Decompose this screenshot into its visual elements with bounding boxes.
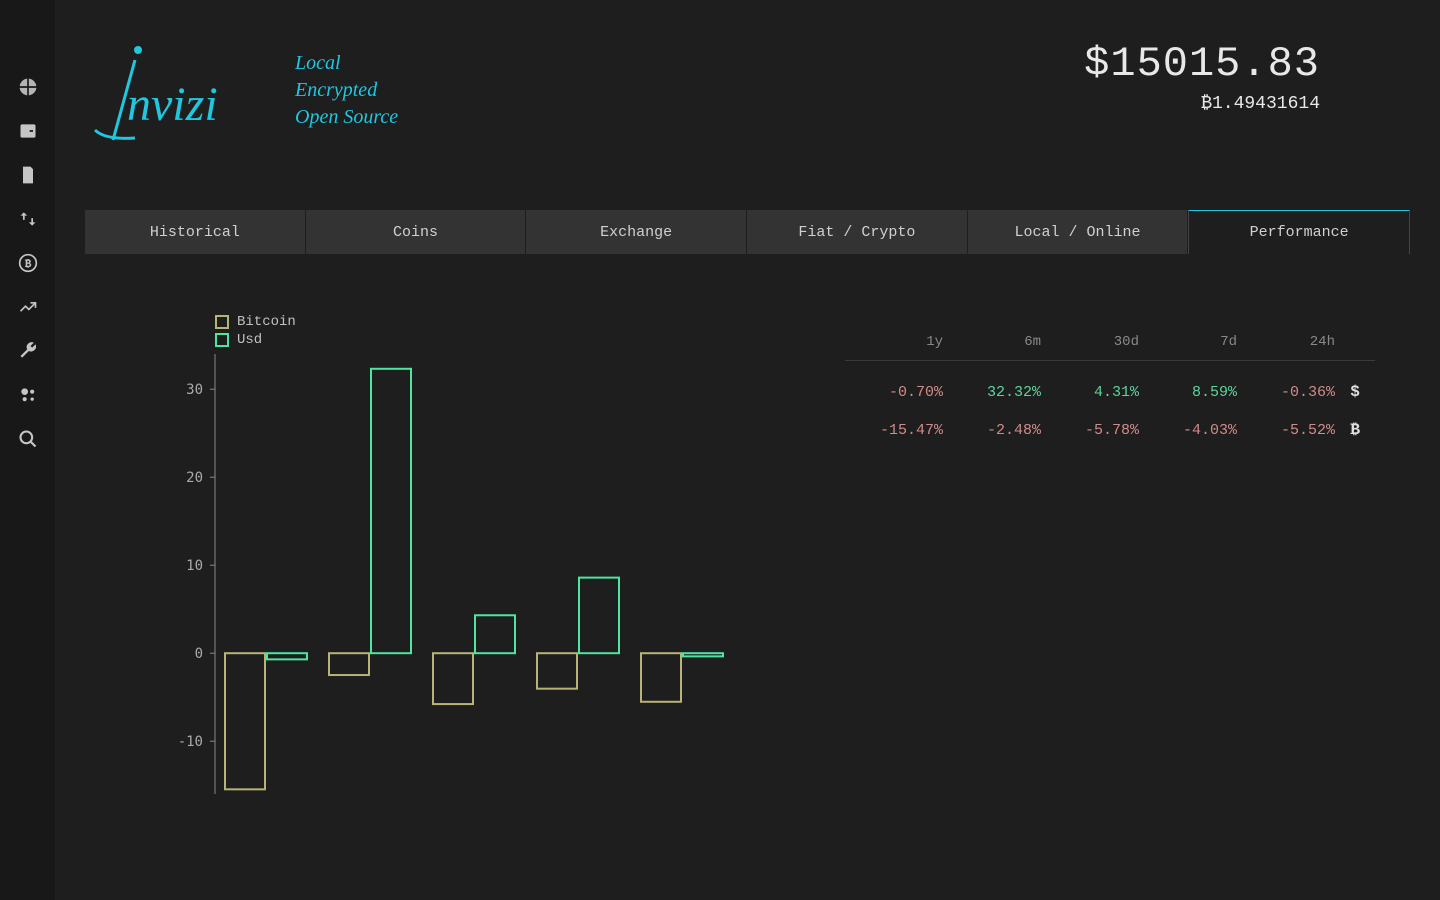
settings-icon[interactable] [16, 383, 40, 407]
logo: nvizi [85, 40, 265, 160]
pie-chart-icon[interactable] [16, 75, 40, 99]
svg-text:30: 30 [186, 382, 203, 398]
wrench-icon[interactable] [16, 339, 40, 363]
balance-usd: $15015.83 [1084, 40, 1320, 88]
sidebar: ₿ [0, 0, 55, 900]
perf-cell: -0.36% [1237, 384, 1335, 401]
svg-text:0: 0 [195, 646, 203, 662]
table-row: -15.47%-2.48%-5.78%-4.03%-5.52%₿ [845, 411, 1375, 449]
exchange-icon[interactable] [16, 207, 40, 231]
col-header-currency [1335, 334, 1375, 350]
tab-coins[interactable]: Coins [306, 210, 527, 254]
performance-chart: Bitcoin Usd 3020100-10 [145, 314, 765, 814]
tab-exchange[interactable]: Exchange [526, 210, 747, 254]
svg-text:20: 20 [186, 470, 203, 486]
currency-symbol: ₿ [1335, 421, 1375, 439]
brand: nvizi Local Encrypted Open Source [85, 40, 398, 160]
main-content: nvizi Local Encrypted Open Source $15015… [55, 0, 1440, 900]
currency-symbol: $ [1335, 383, 1375, 401]
header: nvizi Local Encrypted Open Source $15015… [85, 40, 1410, 160]
performance-table: 1y 6m 30d 7d 24h -0.70%32.32%4.31%8.59%-… [845, 334, 1375, 814]
svg-text:₿: ₿ [24, 259, 31, 271]
wallet-icon[interactable] [16, 119, 40, 143]
col-header: 24h [1237, 334, 1335, 350]
table-header: 1y 6m 30d 7d 24h [845, 334, 1375, 361]
search-icon[interactable] [16, 427, 40, 451]
col-header: 1y [845, 334, 943, 350]
tabs: Historical Coins Exchange Fiat / Crypto … [85, 210, 1410, 254]
content: Bitcoin Usd 3020100-10 1y 6m 30d 7d 24h … [85, 314, 1410, 814]
taglines: Local Encrypted Open Source [295, 40, 398, 129]
tab-performance[interactable]: Performance [1188, 210, 1410, 254]
tagline: Encrypted [295, 79, 398, 102]
perf-cell: -15.47% [845, 422, 943, 439]
tagline: Open Source [295, 106, 398, 129]
perf-cell: -5.52% [1237, 422, 1335, 439]
tab-local-online[interactable]: Local / Online [968, 210, 1189, 254]
tagline: Local [295, 52, 398, 75]
col-header: 7d [1139, 334, 1237, 350]
perf-cell: 32.32% [943, 384, 1041, 401]
perf-cell: -0.70% [845, 384, 943, 401]
svg-text:10: 10 [186, 558, 203, 574]
perf-cell: 8.59% [1139, 384, 1237, 401]
bitcoin-icon[interactable]: ₿ [16, 251, 40, 275]
trend-icon[interactable] [16, 295, 40, 319]
balance-btc: ₿1.49431614 [1084, 94, 1320, 114]
balance: $15015.83 ₿1.49431614 [1084, 40, 1410, 114]
table-row: -0.70%32.32%4.31%8.59%-0.36%$ [845, 373, 1375, 411]
invoice-icon[interactable] [16, 163, 40, 187]
svg-text:nvizi: nvizi [127, 78, 218, 131]
perf-cell: -2.48% [943, 422, 1041, 439]
perf-cell: -5.78% [1041, 422, 1139, 439]
svg-text:-10: -10 [178, 734, 203, 750]
tab-historical[interactable]: Historical [85, 210, 306, 254]
col-header: 30d [1041, 334, 1139, 350]
tab-fiat-crypto[interactable]: Fiat / Crypto [747, 210, 968, 254]
perf-cell: 4.31% [1041, 384, 1139, 401]
chart-svg: 30 20 10 0 -10 [145, 314, 765, 814]
col-header: 6m [943, 334, 1041, 350]
perf-cell: -4.03% [1139, 422, 1237, 439]
